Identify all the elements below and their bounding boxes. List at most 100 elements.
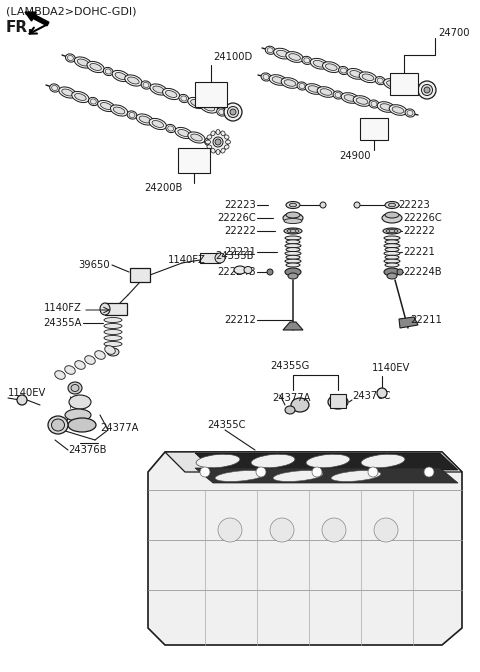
Ellipse shape [384,268,400,276]
Ellipse shape [353,95,371,106]
Polygon shape [148,452,462,645]
Polygon shape [195,468,458,483]
Ellipse shape [285,406,295,414]
Ellipse shape [273,470,323,481]
Ellipse shape [127,111,137,119]
Text: 22223: 22223 [224,200,256,210]
Ellipse shape [68,382,82,394]
Ellipse shape [369,100,379,108]
Ellipse shape [289,203,297,207]
Circle shape [322,518,346,542]
Text: 22211: 22211 [410,315,442,325]
Text: FR.: FR. [6,21,34,36]
Ellipse shape [65,366,75,374]
Ellipse shape [272,77,284,83]
Ellipse shape [234,266,246,274]
Ellipse shape [50,84,60,92]
Ellipse shape [344,95,356,101]
Ellipse shape [211,131,215,136]
Ellipse shape [325,64,337,71]
Ellipse shape [251,454,295,468]
Ellipse shape [75,93,86,100]
Ellipse shape [166,91,177,97]
Ellipse shape [204,138,214,146]
Ellipse shape [288,273,298,279]
Ellipse shape [191,99,202,106]
Ellipse shape [333,91,343,99]
Ellipse shape [396,82,413,93]
Ellipse shape [72,91,89,103]
Ellipse shape [286,247,300,251]
Circle shape [320,202,326,208]
Ellipse shape [285,236,301,240]
Ellipse shape [331,470,381,481]
Ellipse shape [274,48,291,59]
Circle shape [424,467,434,477]
Ellipse shape [399,84,410,91]
Text: 24376C: 24376C [352,391,391,401]
Ellipse shape [59,87,76,98]
Text: 24200B: 24200B [144,183,182,193]
Ellipse shape [208,132,228,152]
Ellipse shape [88,97,98,106]
Ellipse shape [216,130,220,134]
Bar [200,253,220,263]
Circle shape [374,518,398,542]
Ellipse shape [68,418,96,432]
Ellipse shape [389,105,407,116]
Ellipse shape [287,229,299,233]
Circle shape [354,202,360,208]
Ellipse shape [297,82,307,90]
Ellipse shape [284,218,302,224]
Ellipse shape [207,135,212,139]
Ellipse shape [113,107,125,114]
Ellipse shape [283,213,303,223]
Circle shape [397,269,403,275]
Text: 22222: 22222 [403,226,435,236]
Ellipse shape [163,89,180,99]
Ellipse shape [386,229,398,233]
Ellipse shape [385,255,399,259]
Text: 24377A: 24377A [100,423,139,433]
Ellipse shape [97,100,115,112]
Ellipse shape [261,73,271,81]
Ellipse shape [104,323,122,329]
Ellipse shape [75,361,85,370]
Circle shape [377,388,387,398]
Text: 24900: 24900 [339,151,371,161]
Ellipse shape [385,240,399,244]
Ellipse shape [175,128,192,138]
Ellipse shape [207,145,212,149]
Ellipse shape [285,268,301,276]
Text: 22212: 22212 [224,315,256,325]
Ellipse shape [286,212,300,218]
Ellipse shape [104,329,122,335]
Ellipse shape [382,213,402,223]
Ellipse shape [224,103,242,121]
Ellipse shape [115,73,127,79]
Ellipse shape [284,80,296,86]
Ellipse shape [291,398,309,412]
Ellipse shape [48,416,68,434]
Polygon shape [283,322,303,330]
Ellipse shape [244,267,252,274]
Ellipse shape [136,114,154,125]
Text: 24355B: 24355B [215,251,253,261]
Text: 24376B: 24376B [68,445,107,455]
Text: 24377A: 24377A [272,393,311,403]
Ellipse shape [359,72,377,83]
Ellipse shape [281,78,299,88]
Bar [178,148,210,173]
Ellipse shape [412,87,422,95]
Text: 24100D: 24100D [213,52,252,62]
Ellipse shape [323,62,340,73]
Ellipse shape [221,149,225,153]
Ellipse shape [361,454,405,468]
Ellipse shape [104,335,122,341]
Ellipse shape [405,109,415,117]
Ellipse shape [213,137,223,147]
Ellipse shape [380,103,392,110]
Text: 1140FZ: 1140FZ [44,303,82,313]
Ellipse shape [226,140,230,144]
Ellipse shape [215,253,225,263]
